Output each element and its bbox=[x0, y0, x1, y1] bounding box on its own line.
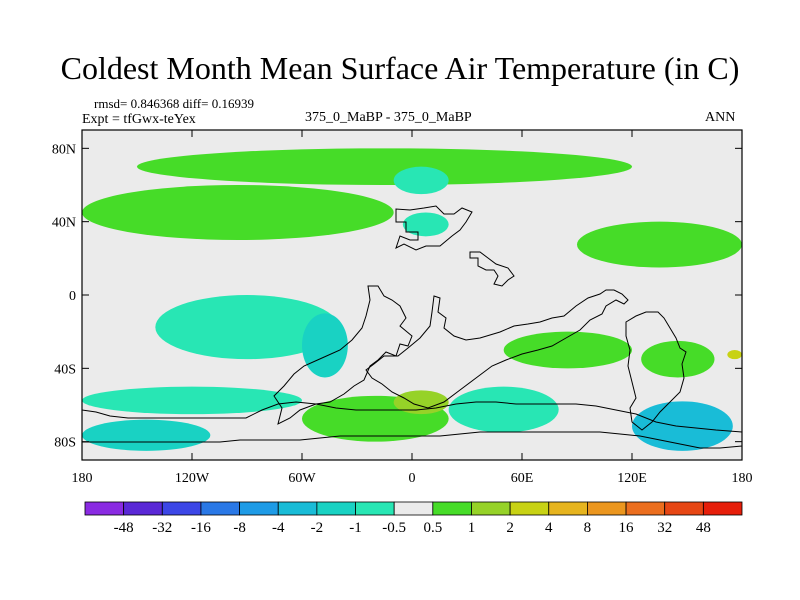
colorbar-box bbox=[84, 501, 125, 516]
colorbar-box bbox=[316, 501, 356, 516]
colorbar-box bbox=[277, 501, 318, 516]
colorbar-label: 32 bbox=[657, 520, 672, 536]
colorbar-box bbox=[161, 501, 202, 516]
center-label: 375_0_MaBP - 375_0_MaBP bbox=[305, 110, 472, 125]
y-tick-label: 80S bbox=[54, 436, 76, 451]
colorbar-label: -2 bbox=[311, 520, 324, 536]
region-southern-ocean-cool bbox=[82, 386, 302, 415]
region-band-40N bbox=[82, 185, 394, 240]
colorbar-label: -8 bbox=[233, 520, 246, 536]
colorbar-box bbox=[509, 501, 550, 516]
colorbar-label: 1 bbox=[468, 520, 476, 536]
region-australia-warm bbox=[641, 340, 715, 378]
region-tropical-pacific-cool bbox=[155, 295, 339, 360]
coastline-antarctica bbox=[82, 401, 742, 449]
colorbar-label: -16 bbox=[191, 520, 211, 536]
colorbar-box bbox=[355, 501, 395, 516]
region-indian-ocean-warm bbox=[503, 331, 632, 369]
x-tick-label: 120E bbox=[617, 471, 647, 486]
x-tick-label: 0 bbox=[409, 471, 416, 486]
colorbar: -48 -32 -16 -8 -4 -2 -1 -0.5 0.5 1 2 4 8 16 32 48 bbox=[84, 501, 743, 536]
colorbar-box bbox=[702, 501, 743, 516]
x-tick-label: 60W bbox=[288, 471, 316, 486]
region-east-pacific-warm bbox=[727, 350, 742, 360]
region-southern-indian-cool bbox=[448, 386, 559, 433]
x-tick-label: 120W bbox=[175, 471, 210, 486]
y-tick-label: 40N bbox=[52, 216, 76, 231]
colorbar-label: -4 bbox=[272, 520, 285, 536]
coastline-north-atlantic bbox=[395, 205, 473, 251]
colorbar-label: -1 bbox=[349, 520, 362, 536]
colorbar-label: 4 bbox=[545, 520, 553, 536]
x-tick-label: 60E bbox=[511, 471, 534, 486]
y-tick-label: 80N bbox=[52, 142, 76, 157]
region-south-africa-warm bbox=[393, 390, 449, 415]
axes-layer: 180 120W 60W 0 60E 120E 180 80N 40N 0 40S 80S bbox=[52, 130, 753, 486]
stats-line: rmsd= 0.846368 diff= 0.16939 bbox=[94, 96, 254, 111]
x-tick-label: 180 bbox=[72, 471, 93, 486]
colorbar-box bbox=[548, 501, 588, 516]
coastline-australia bbox=[625, 311, 687, 431]
colorbar-box bbox=[432, 501, 472, 516]
colorbar-box bbox=[239, 501, 279, 516]
y-tick-label: 40S bbox=[54, 362, 76, 377]
colorbar-label: 0.5 bbox=[423, 520, 442, 536]
coastline-africa bbox=[365, 289, 629, 409]
colorbar-box bbox=[625, 501, 666, 516]
y-tick-label: 0 bbox=[69, 289, 76, 304]
colorbar-label: -32 bbox=[152, 520, 172, 536]
colorbar-box bbox=[123, 501, 163, 516]
right-label: ANN bbox=[705, 110, 736, 125]
colorbar-label: 16 bbox=[619, 520, 635, 536]
colorbar-label: -0.5 bbox=[382, 520, 406, 536]
x-tick-label: 180 bbox=[732, 471, 753, 486]
colorbar-box bbox=[471, 501, 511, 516]
colorbar-label: -48 bbox=[114, 520, 134, 536]
chart-title: Coldest Month Mean Surface Air Temperatu… bbox=[60, 50, 740, 86]
colorbar-label: 2 bbox=[506, 520, 514, 536]
colorbar-label: 8 bbox=[584, 520, 592, 536]
region-north-atlantic-cool bbox=[402, 212, 449, 237]
coastline-south-america bbox=[273, 285, 413, 425]
experiment-line: Expt = tfGwx-teYex bbox=[82, 112, 196, 127]
colorbar-box bbox=[587, 501, 627, 516]
region-antarctic-coast-west bbox=[82, 419, 211, 451]
colorbar-label: 48 bbox=[696, 520, 711, 536]
region-antarctic-coast-east bbox=[632, 401, 733, 451]
region-band-70N bbox=[137, 148, 632, 186]
coastline-layer bbox=[82, 205, 742, 449]
region-arctic-cool bbox=[393, 166, 449, 195]
field-layer bbox=[82, 148, 742, 451]
region-south-atlantic-cool bbox=[302, 313, 348, 378]
colorbar-box bbox=[664, 501, 704, 516]
coastline-asia-fragment bbox=[469, 251, 515, 287]
colorbar-box bbox=[393, 501, 434, 516]
region-band-30N-east bbox=[577, 221, 742, 268]
colorbar-box bbox=[200, 501, 240, 516]
